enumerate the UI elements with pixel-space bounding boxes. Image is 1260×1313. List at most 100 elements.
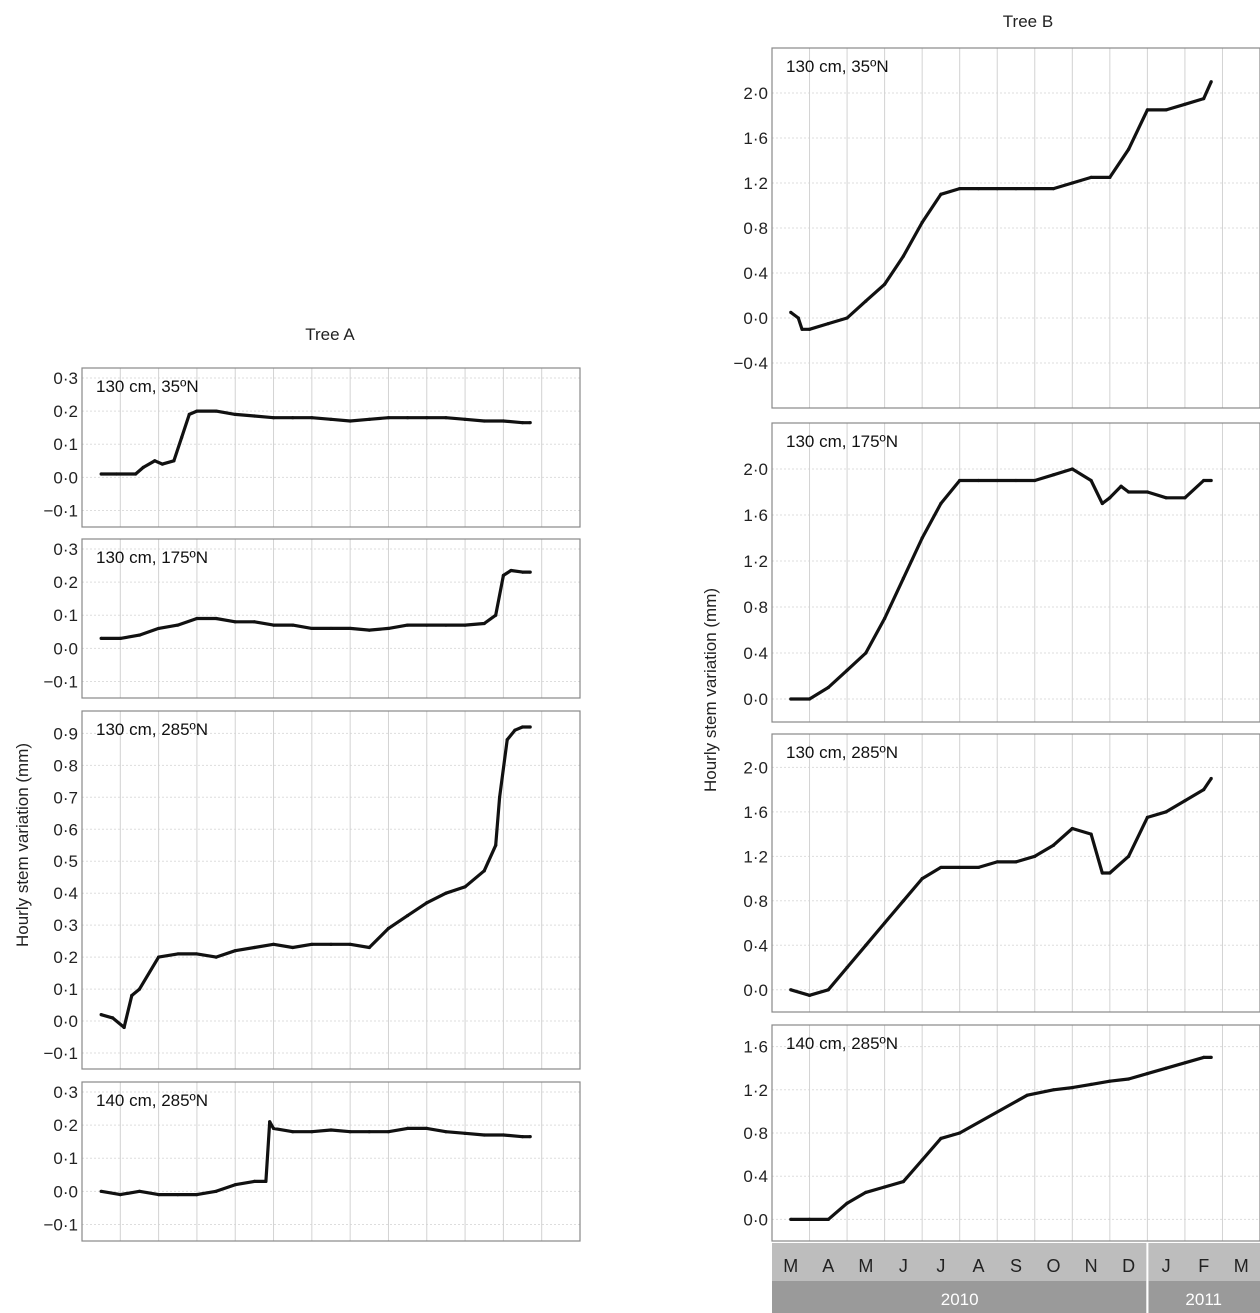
data-point [134,472,138,476]
y-tick-label: 0·4 [743,936,768,955]
data-point [386,926,391,930]
data-point [807,993,812,997]
data-point [195,952,199,956]
data-point [329,1128,333,1132]
data-point [1070,1086,1074,1090]
y-tick-label: 0·2 [53,1116,78,1135]
y-tick-label: 0·0 [53,468,78,487]
tree-a-y-axis-label: Hourly stem variation (mm) [13,743,32,947]
data-point [348,419,352,423]
y-tick-label: 1·2 [743,552,768,571]
data-point [520,570,525,574]
y-tick-label: 0·8 [743,219,768,238]
data-point [807,327,812,331]
data-point [329,417,333,421]
data-point [252,414,256,418]
data-point [501,573,505,578]
data-point [1025,1093,1029,1097]
tree-b-y-axis-label: Hourly stem variation (mm) [701,588,720,792]
series-line [789,81,1213,331]
data-point [1183,496,1187,500]
data-point [939,1136,943,1140]
data-point [920,876,924,881]
data-point [1164,810,1168,814]
data-point [1145,815,1149,820]
y-tick-label: 0·2 [53,948,78,967]
y-tick-label: 1·2 [743,847,768,866]
data-point [883,282,887,286]
data-point [1202,478,1206,483]
data-point [1051,473,1056,477]
data-point [463,623,467,627]
data-point [976,865,981,870]
panel-3: 0·3 0·2 0·1 0·0 −0·1 140 cm, 285ºN [44,1081,581,1242]
data-point [425,1126,429,1130]
data-point [111,1016,115,1020]
panel-frame [81,1081,581,1242]
data-point [348,942,352,946]
y-tick-label: 0·1 [53,606,78,625]
data-point [130,993,134,998]
month-tick-label: M [858,1256,873,1276]
data-point [845,965,849,970]
data-point [157,955,161,959]
data-point [233,949,237,953]
data-point [153,459,157,463]
data-point [901,1180,905,1184]
panel-label: 130 cm, 35ºN [96,377,199,396]
data-point [482,621,486,626]
data-point [939,192,943,196]
data-point [939,865,943,870]
month-tick-label: S [1010,1256,1022,1276]
data-point [137,633,142,637]
month-tick-label: N [1085,1256,1098,1276]
data-point [800,327,804,331]
panel-frame [771,1024,1260,1242]
data-point [845,316,849,320]
data-point [1164,108,1168,112]
month-tick-label: M [1234,1256,1249,1276]
data-point [214,1189,218,1193]
panel-label: 130 cm, 175ºN [786,432,898,451]
data-point [1070,826,1074,831]
series-line [790,1055,1212,1222]
panel-0: 0·3 0·2 0·1 0·0 −0·1 130 cm, 35ºN [44,367,581,528]
panel-frame [771,422,1260,723]
y-tick-label: 0·2 [53,402,78,421]
data-point [995,478,999,483]
data-point [901,899,905,903]
data-point [1100,501,1104,506]
data-point [1209,1055,1213,1059]
panel-6: 2·0 1·6 1·2 0·8 0·4 0·0 130 cm, 285ºN [743,733,1260,1013]
data-point [1145,108,1149,112]
data-point [1183,102,1187,106]
month-tick-label: J [1162,1256,1171,1276]
y-tick-label: −0·4 [734,354,769,373]
panel-2: 0·9 0·8 0·7 0·6 0·5 0·4 0·3 0·2 0·1 0·0 −0·1 130 cm… [44,710,581,1070]
data-point [976,478,981,483]
data-point [995,187,999,191]
y-tick-label: −0·1 [44,672,79,691]
data-point [1202,1055,1206,1059]
y-tick-label: 1·6 [743,129,768,148]
y-tick-label: 0·0 [53,639,78,658]
data-point [214,409,218,413]
series-line [100,725,531,1030]
panel-label: 130 cm, 35ºN [786,57,889,76]
data-point [883,921,887,925]
data-point [1089,478,1093,483]
data-point [291,416,295,420]
data-point [826,1217,830,1221]
data-point [444,416,448,420]
data-point [1033,854,1037,858]
y-tick-label: 0·5 [53,852,78,871]
data-point [348,626,352,631]
data-point [1145,490,1149,494]
panel-frame [81,538,581,699]
data-point [1145,1072,1149,1076]
data-point [501,1133,505,1137]
data-point [172,459,176,463]
y-tick-label: 2·0 [743,84,768,103]
data-point [141,465,145,469]
